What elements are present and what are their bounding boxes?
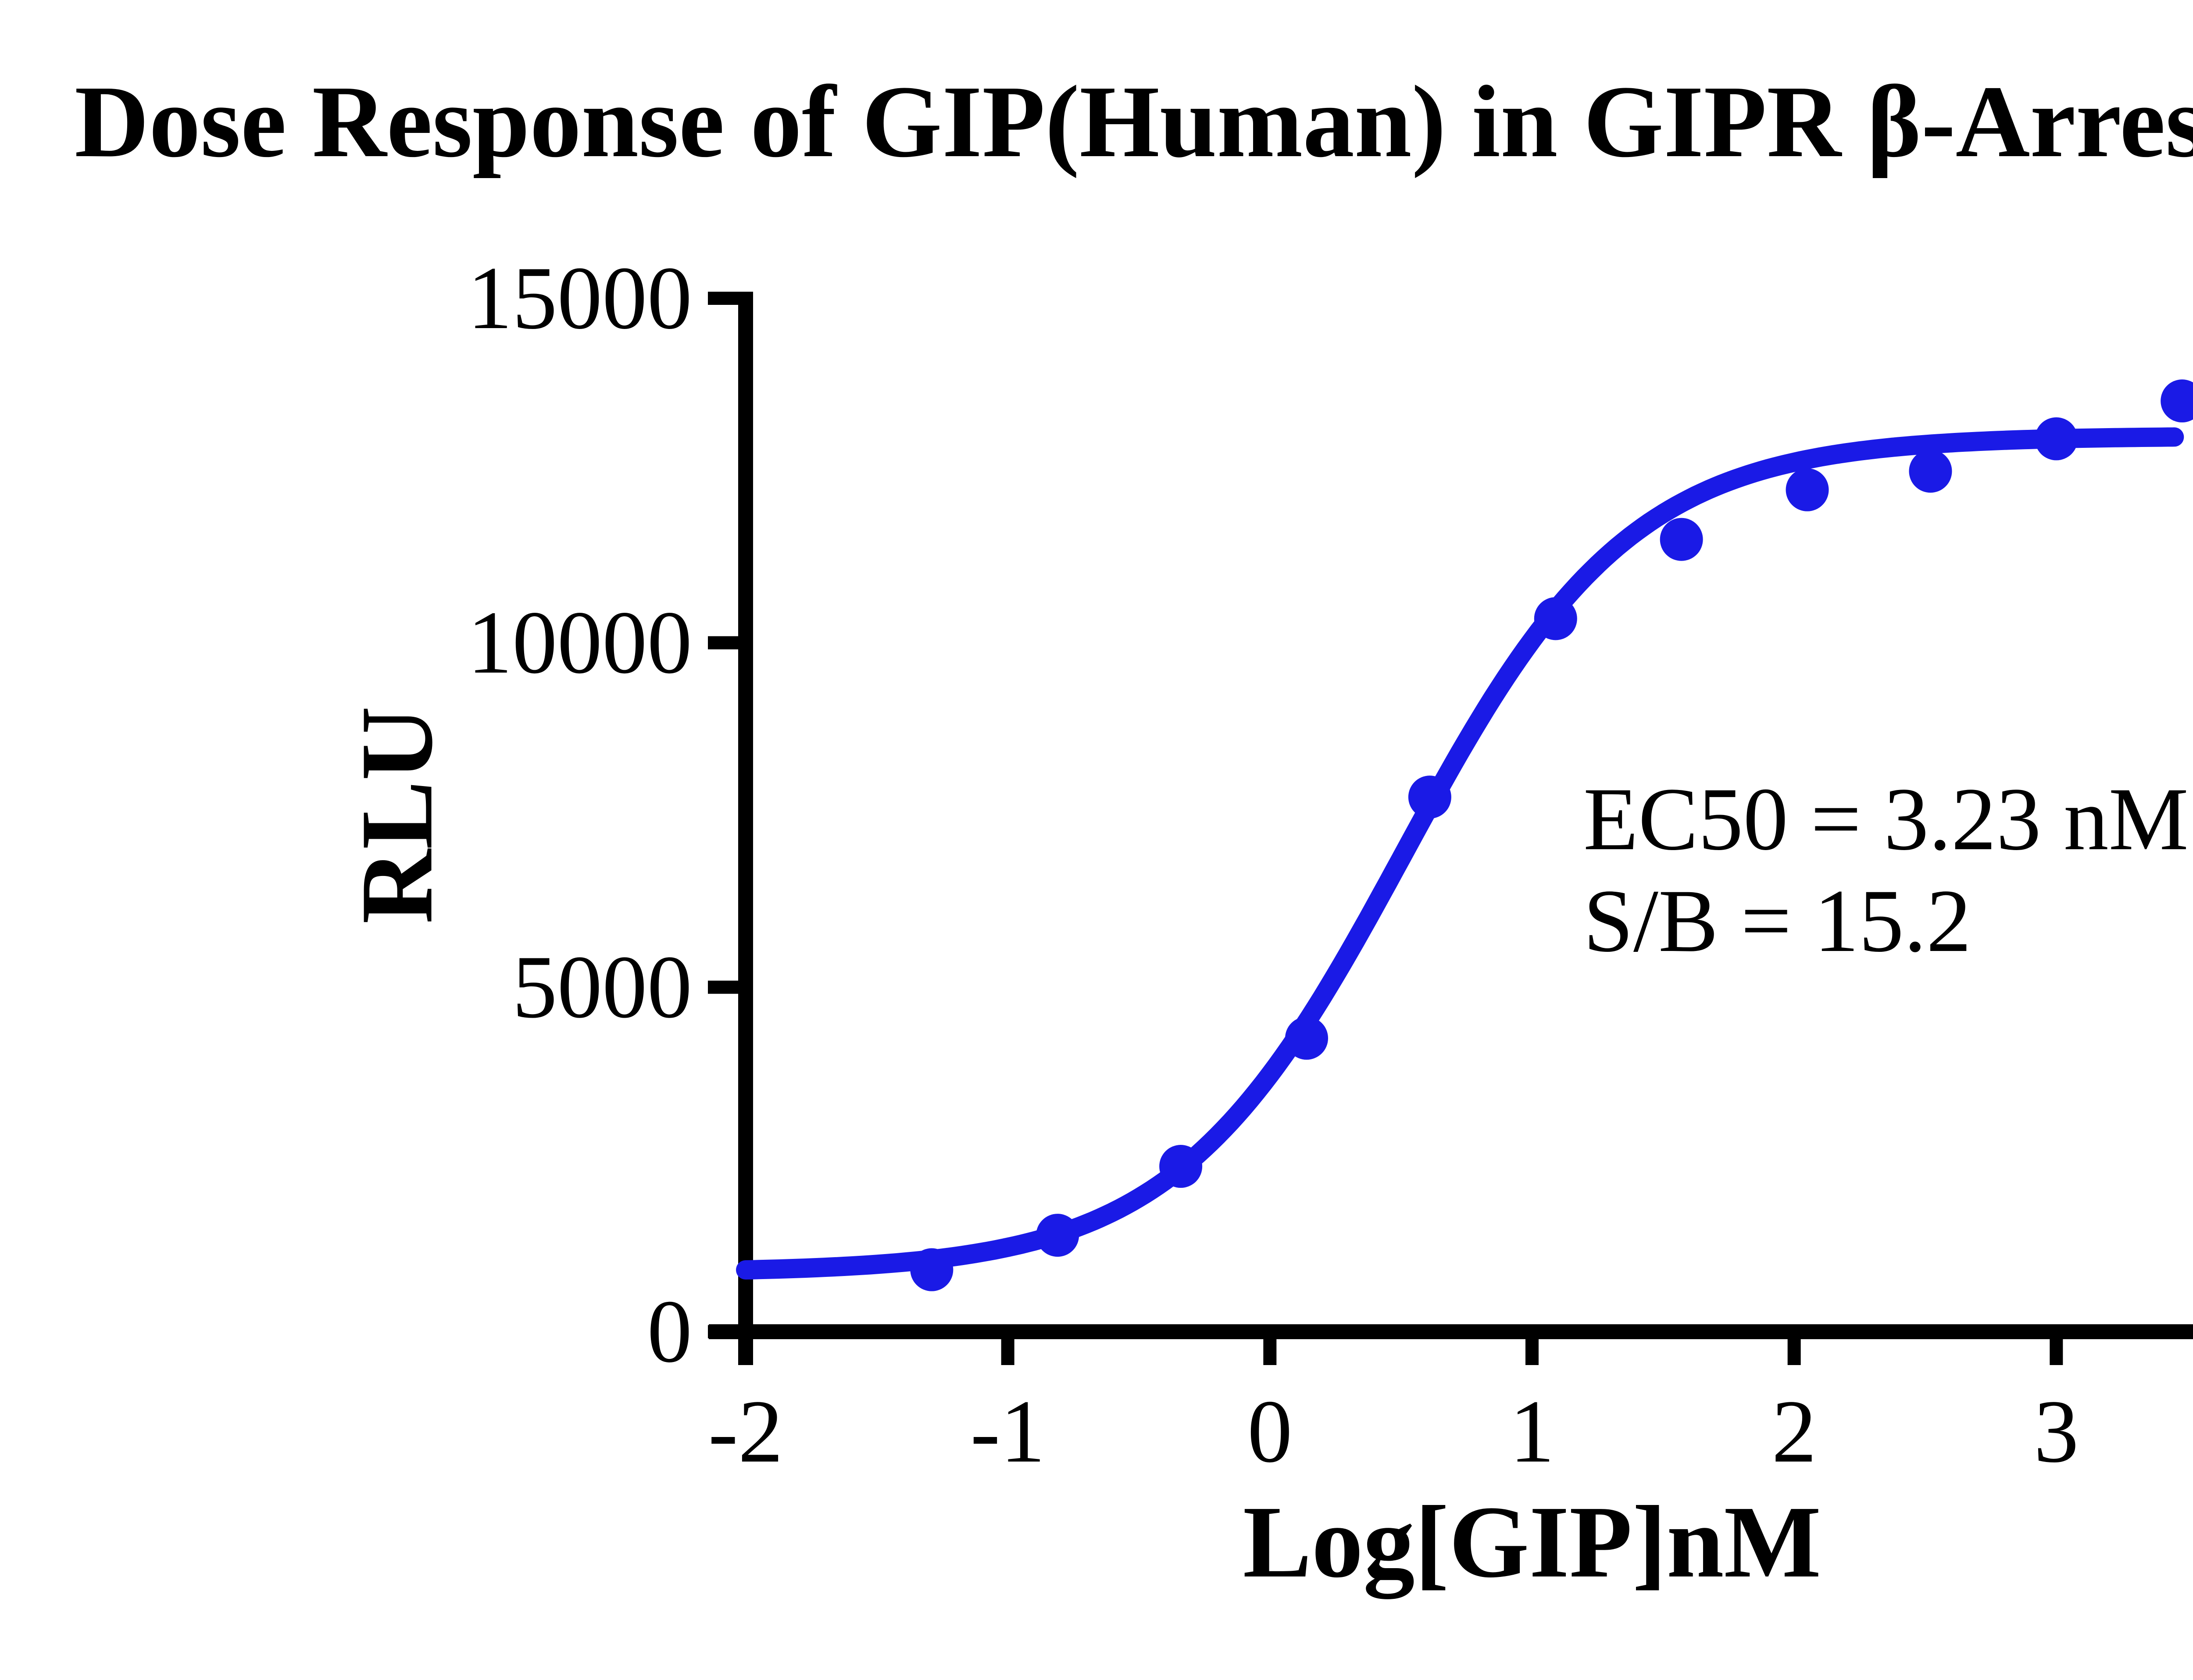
x-tick-label: 1 xyxy=(1510,1382,1555,1481)
x-tick-label: 2 xyxy=(1772,1382,1817,1481)
data-point xyxy=(1660,518,1703,561)
data-point xyxy=(1159,1145,1203,1188)
data-point xyxy=(1285,1016,1329,1060)
x-tick-label: 0 xyxy=(1247,1382,1293,1481)
y-tick-label: 5000 xyxy=(512,937,692,1037)
x-tick-label: -1 xyxy=(970,1382,1045,1481)
data-point xyxy=(2161,379,2193,423)
data-point xyxy=(1909,450,1952,493)
y-tick-label: 10000 xyxy=(468,593,693,692)
data-point xyxy=(2035,417,2078,461)
data-point xyxy=(1786,468,1829,511)
data-point xyxy=(1408,776,1451,819)
fit-annotation: EC50 = 3.23 nM S/B = 15.2 xyxy=(1583,769,2189,972)
data-point xyxy=(1534,597,1577,640)
y-axis-title: RLU xyxy=(339,706,454,924)
y-tick-label: 0 xyxy=(647,1282,693,1381)
x-tick-label: 3 xyxy=(2034,1382,2079,1481)
chart-title: Dose Response of GIP(Human) in GIPR β-Ar… xyxy=(75,64,2193,179)
data-point xyxy=(1036,1214,1079,1257)
signal-to-background-value: S/B = 15.2 xyxy=(1583,871,1972,971)
x-axis-title: Log[GIP]nM xyxy=(1243,1485,1822,1599)
y-tick-label: 15000 xyxy=(468,248,693,348)
fit-curve xyxy=(736,427,2184,1280)
ec50-value: EC50 = 3.23 nM xyxy=(1583,769,2189,869)
x-tick-label: -2 xyxy=(708,1382,783,1481)
data-point xyxy=(910,1248,954,1291)
